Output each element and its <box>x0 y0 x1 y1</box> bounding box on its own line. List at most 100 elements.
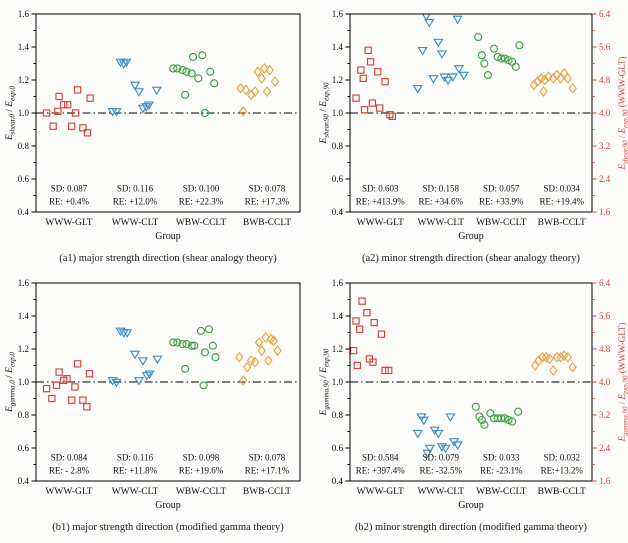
sd-value: SD: 0.087 <box>51 183 88 193</box>
re-value: RE: +19.4% <box>539 197 584 207</box>
right-axis: 1.6 2.4 3.2 4.0 4.8 5.6 6.4 <box>592 278 611 486</box>
y-axis-label: Eshear,90 / Eexp,90 <box>319 82 331 145</box>
stats-annotations: SD: 0.087 RE: +0.4% SD: 0.116 RE: +12.0% SD:… <box>49 183 290 206</box>
series-WWW-CLT <box>107 327 163 388</box>
group-label: BWB-CCLT <box>243 218 291 228</box>
right-axis: 1.6 2.4 3.2 4.0 4.8 5.6 6.4 <box>592 9 611 217</box>
svg-text:5.6: 5.6 <box>599 311 611 321</box>
series-BWB-CCLT <box>530 350 577 376</box>
scatter-svg-b2: 0.4 0.6 0.8 1.0 1.2 1.4 1.6 Egamma,90 / Eexp,90… <box>319 278 628 511</box>
re-value: RE: +34.6% <box>418 197 463 207</box>
svg-text:1.0: 1.0 <box>332 108 344 118</box>
svg-text:Egamma,90 / Eexp,90: Egamma,90 / Eexp,90 <box>319 348 331 416</box>
series-WWW-GLT <box>42 86 94 137</box>
sd-value: SD: 0.034 <box>543 183 580 193</box>
sd-value: SD: 0.084 <box>51 452 88 462</box>
svg-text:0.6: 0.6 <box>332 174 344 184</box>
svg-text:5.6: 5.6 <box>599 42 611 52</box>
scatter-plot-a2: 0.4 0.6 0.8 1.0 1.2 1.4 1.6 Eshear,90 / Eexp,90… <box>314 0 628 269</box>
svg-text:3.2: 3.2 <box>599 141 610 151</box>
re-value: RE: +19.6% <box>179 466 224 476</box>
panel-a2: 0.4 0.6 0.8 1.0 1.2 1.4 1.6 Eshear,90 / Eexp,90… <box>314 0 628 269</box>
group-label: WWW-GLT <box>45 487 92 497</box>
group-label: BWB-CCLT <box>538 487 586 497</box>
svg-text:1.2: 1.2 <box>18 75 29 85</box>
svg-text:4.8: 4.8 <box>599 75 611 85</box>
re-value: RE: +0.4% <box>49 197 90 207</box>
svg-text:0.6: 0.6 <box>332 443 344 453</box>
group-label: WWW-GLT <box>357 218 404 228</box>
panel-b1: 0.4 0.6 0.8 1.0 1.2 1.4 1.6 Egamma,0 / Eexp,0 SD… <box>0 269 314 538</box>
svg-text:1.2: 1.2 <box>332 75 343 85</box>
left-axis: 0.4 0.6 0.8 1.0 1.2 1.4 1.6 <box>332 9 350 217</box>
svg-text:0.8: 0.8 <box>332 141 344 151</box>
panel-caption-b1: (b1) major strength direction (modified … <box>52 522 284 533</box>
svg-text:1.6: 1.6 <box>599 476 611 486</box>
scatter-svg-a1: 0.4 0.6 0.8 1.0 1.2 1.4 1.6 Eshear,0 / Eexp,0 SD… <box>5 9 301 242</box>
svg-text:0.4: 0.4 <box>332 207 344 217</box>
right-y-axis-label: Eshear,90 / Eexp,90 (WWW-GLT) <box>617 57 628 171</box>
svg-text:1.4: 1.4 <box>18 311 30 321</box>
group-label: BWB-CCLT <box>538 218 586 228</box>
series-WBW-CCLT <box>169 51 219 118</box>
y-axis-label: Eshear,0 / Eexp,0 <box>5 85 17 141</box>
svg-text:1.6: 1.6 <box>599 207 611 217</box>
scatter-plot-a1: 0.4 0.6 0.8 1.0 1.2 1.4 1.6 Eshear,0 / Eexp,0 SD… <box>0 0 314 269</box>
re-value: RE: +397.4% <box>356 466 406 476</box>
re-value: RE: +17.3% <box>245 197 290 207</box>
series-WWW-CLT <box>412 413 463 459</box>
svg-text:1.0: 1.0 <box>332 377 344 387</box>
svg-text:6.4: 6.4 <box>599 278 611 288</box>
stats-annotations: SD: 0.603 RE: +413.9% SD: 0.158 RE: +34.6% S… <box>356 183 585 206</box>
sd-value: SD: 0.079 <box>422 452 459 462</box>
svg-text:Egamma,90 / Eexp,90 (WWW-GLT): Egamma,90 / Eexp,90 (WWW-GLT) <box>617 323 628 443</box>
x-category-labels: WWW-GLT WWW-CLT WBW-CCLT BWB-CCLT <box>45 218 291 228</box>
sd-value: SD: 0.057 <box>483 183 520 193</box>
sd-value: SD: 0.158 <box>422 183 459 193</box>
svg-text:Eshear,90 / Eexp,90 (WWW-GLT): Eshear,90 / Eexp,90 (WWW-GLT) <box>617 57 628 171</box>
stats-annotations: SD: 0.584 RE: +397.4% SD: 0.079 RE: -32.5% S… <box>356 452 584 475</box>
x-axis-label: Group <box>155 231 181 242</box>
re-value: RE:+13.2% <box>541 466 584 476</box>
series-WBW-CCLT <box>471 402 523 429</box>
left-axis: 0.4 0.6 0.8 1.0 1.2 1.4 1.6 <box>18 278 36 486</box>
x-axis-label: Group <box>458 500 484 511</box>
panel-caption-a1: (a1) major strength direction (shear ana… <box>59 253 277 264</box>
re-value: RE: +11.8% <box>113 466 158 476</box>
re-value: RE: - 2.8% <box>49 466 90 476</box>
re-value: RE: +33.9% <box>479 197 524 207</box>
stats-annotations: SD: 0.084 RE: - 2.8% SD: 0.116 RE: +11.8% SD… <box>49 452 290 475</box>
svg-text:4.0: 4.0 <box>599 108 611 118</box>
svg-text:0.4: 0.4 <box>18 207 30 217</box>
re-value: RE: +413.9% <box>356 197 406 207</box>
series-WWW-CLT <box>412 14 469 94</box>
sd-value: SD: 0.098 <box>183 452 220 462</box>
svg-text:0.8: 0.8 <box>18 410 30 420</box>
panel-caption-a2: (a2) minor strength direction (shear ana… <box>361 253 581 264</box>
svg-text:1.0: 1.0 <box>18 108 30 118</box>
group-label: WWW-CLT <box>417 487 464 497</box>
svg-text:3.2: 3.2 <box>599 410 610 420</box>
svg-text:Egamma,0 / Eexp,0: Egamma,0 / Eexp,0 <box>5 352 17 413</box>
panel-b2: 0.4 0.6 0.8 1.0 1.2 1.4 1.6 Egamma,90 / Eexp,90… <box>314 269 628 538</box>
panel-caption-b2: (b2) minor strength direction (modified … <box>354 522 588 533</box>
series-BWB-CCLT <box>235 332 282 386</box>
group-label: WWW-CLT <box>112 218 159 228</box>
right-y-axis-label: Egamma,90 / Eexp,90 (WWW-GLT) <box>617 323 628 443</box>
svg-text:1.2: 1.2 <box>332 344 343 354</box>
svg-text:0.8: 0.8 <box>332 410 344 420</box>
group-label: WWW-CLT <box>112 487 159 497</box>
x-category-labels: WWW-GLT WWW-CLT WBW-CCLT BWB-CCLT <box>357 218 586 228</box>
panel-a1: 0.4 0.6 0.8 1.0 1.2 1.4 1.6 Eshear,0 / Eexp,0 SD… <box>0 0 314 269</box>
sd-value: SD: 0.078 <box>249 452 286 462</box>
re-value: RE: +22.3% <box>179 197 224 207</box>
series-WWW-CLT <box>107 58 162 117</box>
svg-text:1.0: 1.0 <box>18 377 30 387</box>
scatter-plot-b2: 0.4 0.6 0.8 1.0 1.2 1.4 1.6 Egamma,90 / Eexp,90… <box>314 269 628 538</box>
x-category-labels: WWW-GLT WWW-CLT WBW-CCLT BWB-CCLT <box>357 487 586 497</box>
x-axis-label: Group <box>458 231 484 242</box>
x-category-labels: WWW-GLT WWW-CLT WBW-CCLT BWB-CCLT <box>45 487 291 497</box>
scatter-plot-b1: 0.4 0.6 0.8 1.0 1.2 1.4 1.6 Egamma,0 / Eexp,0 SD… <box>0 269 314 538</box>
sd-value: SD: 0.032 <box>543 452 580 462</box>
svg-text:1.4: 1.4 <box>332 42 344 52</box>
